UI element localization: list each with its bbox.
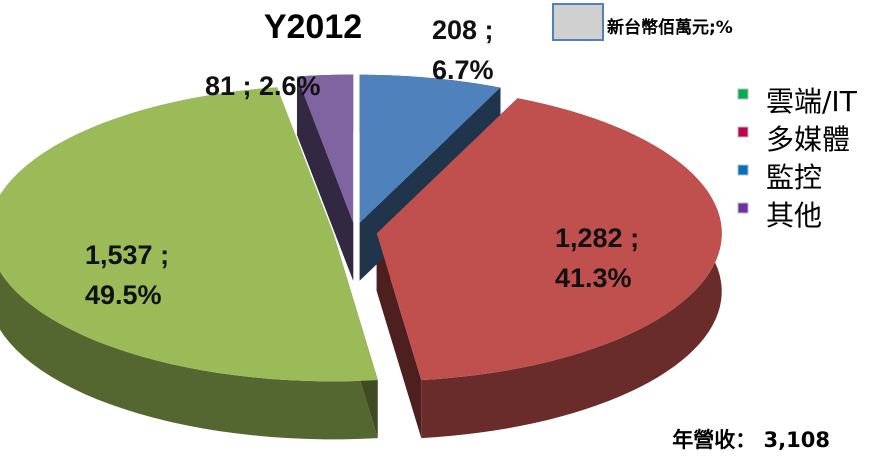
- total-note: 年營收： 3,108: [672, 428, 830, 452]
- legend-label: 雲端/IT: [766, 85, 858, 118]
- legend-label: 多媒體: [766, 123, 850, 156]
- slice: [296, 74, 354, 223]
- legend-marker: [737, 126, 749, 138]
- legend-label: 監控: [766, 161, 822, 194]
- slice-tops: [0, 74, 722, 382]
- chart-title: Y2012: [264, 8, 362, 46]
- legend-marker: [737, 202, 749, 214]
- slice-edge: [296, 76, 354, 281]
- unit-box: [552, 3, 604, 41]
- data-label: 208 ; 6.7%: [432, 15, 494, 85]
- slice: [376, 98, 722, 381]
- legend-box: [728, 75, 888, 239]
- slice: [0, 87, 378, 382]
- data-label: 1,537 ; 49.5%: [85, 240, 170, 310]
- unit-note: 新台幣佰萬元;%: [607, 17, 733, 38]
- legend-marker: [737, 88, 749, 100]
- legend-label: 其他: [766, 199, 822, 232]
- legend-marker: [737, 164, 749, 176]
- slice: [359, 74, 501, 223]
- data-label: 1,282 ; 41.3%: [555, 223, 640, 293]
- slice-edge: [376, 233, 422, 439]
- data-label: 81 ; 2.6%: [205, 71, 321, 101]
